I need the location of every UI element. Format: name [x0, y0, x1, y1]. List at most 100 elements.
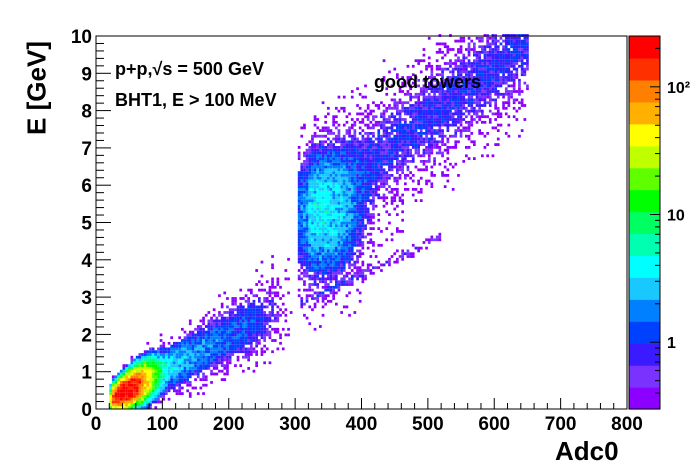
heatmap-cell	[385, 148, 389, 152]
heatmap-cell	[340, 252, 343, 256]
heatmap-cell	[390, 160, 394, 163]
heatmap-cell	[361, 280, 365, 284]
heatmap-cell	[143, 381, 147, 384]
heatmap-cell	[305, 182, 309, 186]
heatmap-cell	[308, 269, 312, 272]
heatmap-cell	[457, 78, 460, 82]
heatmap-cell	[125, 375, 128, 379]
heatmap-cell	[380, 137, 383, 141]
heatmap-cell	[488, 120, 492, 124]
heatmap-cell	[149, 369, 152, 373]
heatmap-cell	[366, 165, 370, 169]
heatmap-cell	[438, 48, 442, 51]
heatmap-cell	[486, 62, 489, 65]
heatmap-cell	[366, 193, 370, 197]
heatmap-cell	[181, 372, 184, 376]
heatmap-cell	[183, 339, 187, 342]
heatmap-cell	[281, 294, 285, 298]
heatmap-cell	[210, 372, 213, 376]
heatmap-cell	[342, 106, 346, 110]
heatmap-cell	[194, 333, 197, 337]
heatmap-cell	[425, 179, 428, 183]
heatmap-cell	[483, 53, 487, 57]
heatmap-cell	[329, 210, 333, 214]
heatmap-cell	[178, 355, 181, 359]
heatmap-cell	[316, 118, 320, 121]
heatmap-cell	[486, 132, 489, 135]
heatmap-cell	[488, 50, 492, 54]
heatmap-cell	[138, 361, 142, 365]
heatmap-cell	[507, 53, 511, 57]
heatmap-cell	[175, 344, 179, 348]
heatmap-cell	[305, 227, 309, 230]
heatmap-cell	[332, 260, 335, 264]
heatmap-cell	[361, 199, 365, 202]
heatmap-cell	[459, 39, 463, 43]
heatmap-cell	[526, 84, 529, 88]
heatmap-cell	[425, 129, 428, 132]
heatmap-cell	[194, 367, 197, 370]
heatmap-cell	[159, 383, 163, 387]
heatmap-cell	[143, 383, 147, 387]
heatmap-cell	[300, 204, 304, 208]
heatmap-cell	[401, 129, 404, 132]
heatmap-cell	[226, 311, 229, 314]
heatmap-cell	[377, 151, 381, 155]
heatmap-cell	[260, 260, 264, 264]
heatmap-cell	[263, 316, 266, 320]
heatmap-cell	[481, 48, 484, 51]
heatmap-cell	[218, 327, 221, 331]
heatmap-cell	[196, 392, 200, 395]
heatmap-cell	[297, 202, 301, 205]
heatmap-cell	[483, 50, 487, 54]
heatmap-cell	[284, 313, 288, 317]
heatmap-cell	[433, 78, 436, 82]
heatmap-cell	[183, 355, 187, 359]
heatmap-cell	[271, 283, 274, 286]
heatmap-cell	[377, 185, 381, 188]
heatmap-cell	[327, 112, 330, 116]
heatmap-cell	[388, 151, 391, 155]
heatmap-cell	[491, 84, 495, 88]
heatmap-cell	[305, 202, 309, 205]
heatmap-cell	[324, 120, 327, 124]
heatmap-cell	[313, 252, 317, 256]
heatmap-cell	[361, 221, 365, 225]
heatmap-cell	[377, 140, 381, 144]
heatmap-cell	[247, 350, 250, 354]
heatmap-cell	[127, 395, 131, 398]
heatmap-cell	[316, 266, 320, 270]
heatmap-cell	[327, 165, 330, 169]
heatmap-cell	[308, 154, 312, 158]
heatmap-cell	[212, 350, 216, 354]
heatmap-cell	[186, 344, 189, 348]
heatmap-cell	[170, 367, 173, 370]
heatmap-cell	[449, 95, 452, 99]
heatmap-cell	[162, 341, 166, 345]
heatmap-cell	[327, 185, 330, 188]
heatmap-cell	[141, 355, 144, 359]
heatmap-cell	[348, 207, 351, 211]
heatmap-cell	[438, 232, 442, 236]
heatmap-cell	[441, 137, 444, 141]
heatmap-cell	[385, 140, 389, 144]
heatmap-cell	[358, 120, 362, 124]
heatmap-cell	[327, 227, 330, 230]
heatmap-cell	[207, 364, 211, 367]
heatmap-cell	[377, 176, 381, 180]
heatmap-cell	[358, 199, 362, 202]
heatmap-cell	[271, 263, 274, 267]
heatmap-cell	[385, 87, 389, 91]
color-scale-band	[629, 189, 660, 213]
heatmap-cell	[212, 322, 216, 326]
heatmap-cell	[308, 151, 312, 155]
heatmap-cell	[327, 188, 330, 191]
heatmap-cell	[504, 45, 508, 49]
heatmap-cell	[372, 160, 375, 163]
heatmap-cell	[125, 369, 128, 373]
heatmap-cell	[281, 327, 285, 331]
heatmap-cell	[329, 224, 333, 228]
heatmap-cell	[422, 140, 426, 144]
heatmap-cell	[234, 325, 237, 328]
heatmap-cell	[340, 154, 343, 158]
